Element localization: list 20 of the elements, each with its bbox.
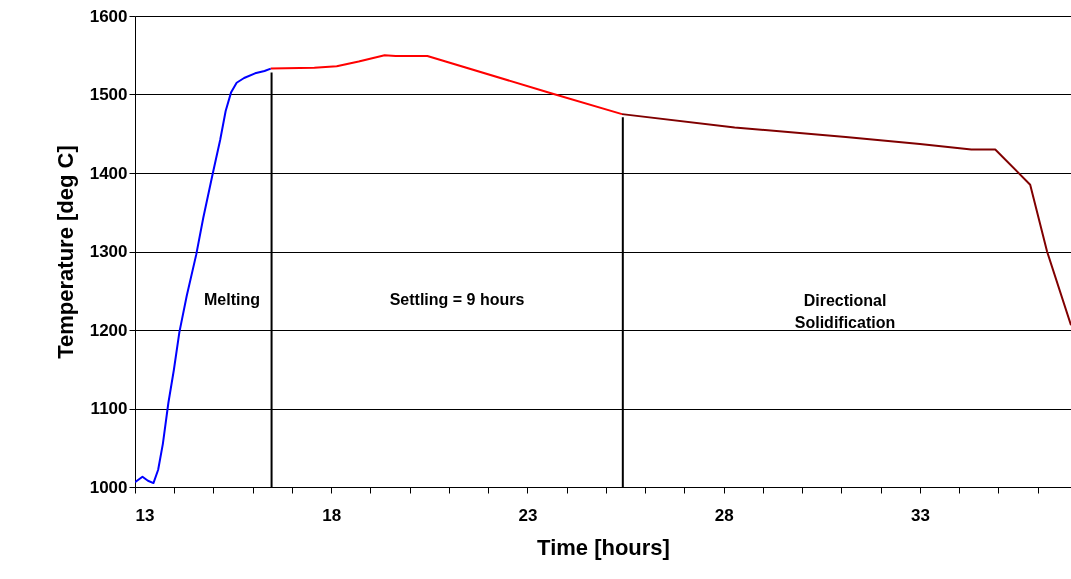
annotation: Melting [204, 291, 260, 308]
y-tick-label: 1600 [89, 6, 128, 26]
y-tick-label: 1100 [90, 399, 128, 418]
annotation: Directional Solidification [794, 292, 896, 331]
y-tick-label: 1300 [89, 242, 128, 261]
y-tick-label: 1400 [89, 163, 128, 183]
y-tick-label: 1200 [89, 320, 128, 340]
y-tick-label: 1500 [89, 85, 128, 104]
line-series [135, 67, 272, 485]
y-tick-label: 1000 [89, 477, 128, 497]
x-tick-label: 33 [910, 505, 930, 525]
x-tick-label: 13 [135, 505, 155, 525]
x-tick-label: 18 [322, 505, 342, 525]
line-series [269, 54, 624, 116]
x-axis-title: Time [hours] [537, 534, 670, 560]
y-axis-title: Temperature [deg C] [52, 145, 78, 359]
x-tick-label: 28 [714, 505, 734, 525]
x-tick-label: 23 [518, 505, 538, 525]
annotation: Settling = 9 hours [389, 291, 525, 308]
line-series [621, 113, 1071, 327]
